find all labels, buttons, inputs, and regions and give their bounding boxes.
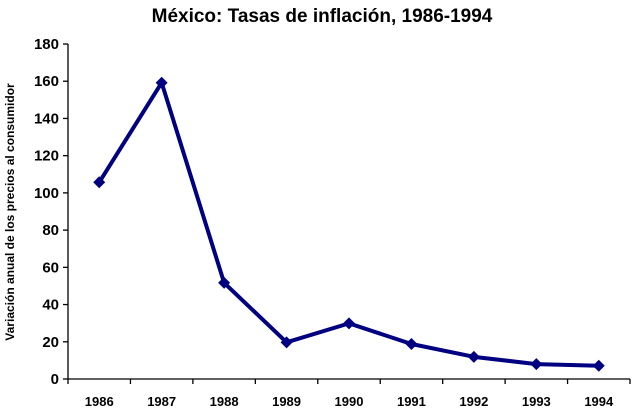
x-tick-label: 1990 bbox=[335, 394, 364, 409]
x-tick-label: 1992 bbox=[459, 394, 488, 409]
y-tick-label: 180 bbox=[34, 36, 59, 53]
y-tick-label: 60 bbox=[42, 259, 59, 276]
y-tick-label: 160 bbox=[34, 73, 59, 90]
x-tick-label: 1994 bbox=[584, 394, 614, 409]
y-tick-label: 0 bbox=[51, 371, 59, 388]
y-tick-label: 40 bbox=[42, 297, 59, 314]
data-point-marker bbox=[343, 317, 355, 330]
data-point-marker bbox=[280, 336, 293, 349]
data-point-marker bbox=[530, 358, 543, 371]
plot-area: 0 20 40 60 80 100 120 140 160 180 1986 1987 1988 1989… bbox=[34, 36, 631, 409]
y-axis-label: Variación anual de los precios al consum… bbox=[3, 83, 17, 341]
x-tick-label: 1989 bbox=[272, 394, 301, 409]
y-tick-label: 80 bbox=[42, 222, 59, 239]
y-tick-label: 140 bbox=[34, 110, 59, 127]
data-point-marker bbox=[467, 350, 480, 363]
data-point-marker bbox=[93, 176, 106, 189]
y-tick-label: 20 bbox=[42, 334, 59, 351]
y-tick-label: 100 bbox=[34, 185, 59, 202]
x-tick-label: 1987 bbox=[147, 394, 176, 409]
x-tick-label: 1988 bbox=[210, 394, 239, 409]
x-tick-label: 1986 bbox=[85, 394, 114, 409]
data-point-marker bbox=[592, 359, 605, 372]
x-tick-label: 1993 bbox=[522, 394, 551, 409]
y-tick-label: 120 bbox=[34, 148, 59, 165]
chart-title: México: Tasas de inflación, 1986-1994 bbox=[152, 6, 493, 27]
data-point-marker bbox=[218, 276, 231, 289]
data-point-marker bbox=[155, 76, 168, 89]
x-tick-label: 1991 bbox=[397, 394, 426, 409]
data-point-marker bbox=[405, 338, 418, 351]
